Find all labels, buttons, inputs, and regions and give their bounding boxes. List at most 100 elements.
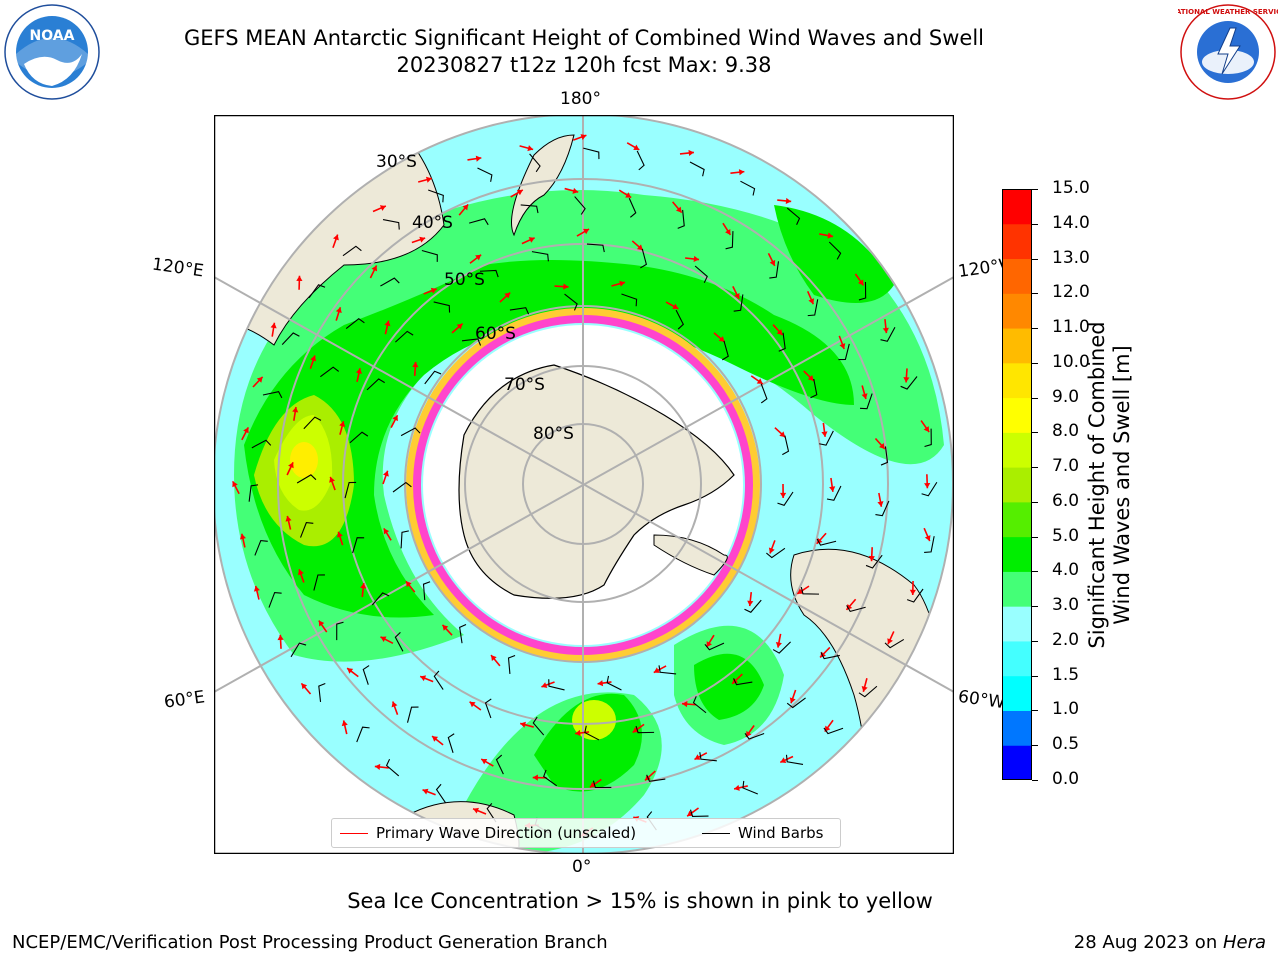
wave-arrow-head: [887, 638, 893, 645]
colorbar-cell: [1002, 606, 1032, 642]
lat-label-80s: 80°S: [533, 424, 574, 444]
colorbar-tick-label: 11.0: [1052, 317, 1090, 338]
wind-barb: [721, 340, 729, 361]
colorbar-tick-label: 12.0: [1052, 282, 1090, 303]
wave-arrow-head: [903, 377, 910, 383]
wind-barb: [362, 665, 370, 685]
wind-barb: [880, 326, 896, 342]
wave-arrow-head: [318, 620, 325, 627]
wave-arrow-head: [909, 589, 916, 595]
wind-barb: [777, 491, 794, 506]
colorbar-tick-label: 14.0: [1052, 212, 1090, 233]
wind-barb: [251, 439, 272, 449]
colorbar-title-line1: Significant Height of Combined: [1085, 321, 1109, 649]
wind-barb: [344, 481, 357, 499]
legend-red-line-icon: [340, 833, 368, 834]
wave-arrow-head: [520, 721, 526, 728]
wind-barb: [635, 725, 655, 734]
colorbar-tick-mark: [1032, 780, 1038, 781]
wave-arrow-head: [808, 298, 815, 305]
colorbar-cell: [1002, 467, 1032, 503]
colorbar-tick-mark: [1032, 640, 1038, 642]
wave-arrow-head: [572, 187, 579, 194]
wave-arrow-head: [341, 720, 348, 727]
noaa-logo-text: NOAA: [30, 28, 75, 44]
wave-arrow-head: [725, 228, 731, 235]
wind-barb: [296, 474, 317, 484]
wind-barb: [858, 281, 867, 301]
wind-barb: [345, 317, 365, 330]
wind-barb: [428, 189, 444, 203]
colorbar-tick-label: 15.0: [1052, 178, 1090, 198]
wind-barb: [477, 167, 493, 182]
wave-arrow-head: [232, 481, 238, 488]
wave-arrow-head: [528, 237, 535, 243]
colorbar: [1002, 189, 1032, 780]
wave-arrow-head: [301, 683, 308, 690]
wind-barb: [385, 758, 400, 777]
wind-barb: [782, 435, 790, 456]
wave-arrow-head: [527, 145, 534, 152]
wind-barb: [469, 218, 489, 226]
wind-barb: [807, 299, 819, 317]
colorbar-title-line2: Wind Waves and Swell [m]: [1110, 345, 1134, 625]
wind-barb: [740, 180, 756, 196]
wave-arrow-head: [336, 531, 343, 538]
wind-barb: [694, 265, 708, 284]
wind-barb: [422, 581, 431, 601]
wave-arrow-head: [821, 431, 828, 437]
wave-arrow-head: [391, 701, 398, 708]
wave-arrow-head: [827, 232, 834, 239]
colorbar-tick-mark: [1032, 745, 1038, 747]
legend-black-line-icon: [702, 833, 730, 834]
colorbar-cell: [1002, 675, 1032, 711]
wind-barb: [744, 599, 762, 613]
wind-barb: [838, 343, 850, 361]
colorbar-tick-label: 1.0: [1052, 699, 1080, 720]
wind-barb: [880, 446, 889, 466]
wave-arrow-head: [422, 788, 429, 795]
wave-arrow-head: [789, 697, 796, 704]
wave-arrow-head: [882, 327, 889, 334]
wind-barb: [406, 706, 419, 723]
wind-barb: [574, 196, 586, 215]
wind-barb: [742, 780, 758, 795]
colorbar-tick-label: 3.0: [1052, 595, 1080, 616]
lat-label-40s: 40°S: [412, 213, 453, 233]
wind-barb: [646, 774, 666, 782]
wave-arrow-head: [675, 206, 682, 213]
wind-barb: [421, 249, 438, 262]
wave-arrow-head: [633, 144, 640, 150]
map-legend: Primary Wave Direction (unscaled) Wind B…: [331, 818, 841, 848]
wind-barb: [583, 147, 600, 160]
wave-arrow-head: [747, 600, 754, 607]
wind-barb: [395, 330, 414, 343]
wind-barb: [400, 427, 421, 437]
wind-barb: [479, 269, 499, 278]
wind-barb: [394, 631, 404, 652]
wind-barb: [592, 780, 612, 789]
wave-arrow-head: [475, 254, 482, 261]
wind-barb: [531, 251, 549, 262]
wind-barb: [820, 652, 840, 660]
colorbar-cell: [1002, 640, 1032, 677]
legend-wind-barbs-label: Wind Barbs: [738, 824, 824, 842]
wind-barb: [606, 675, 622, 691]
wave-arrow-head: [270, 322, 277, 329]
wave-arrow-head: [769, 259, 776, 266]
wave-arrow-head: [780, 757, 787, 763]
wave-arrow-head: [504, 292, 511, 299]
wave-arrow-head: [877, 501, 884, 507]
wind-barb: [900, 376, 918, 390]
wave-arrow-head: [682, 701, 688, 708]
wave-arrow-head: [383, 528, 390, 535]
colorbar-cell: [1002, 397, 1032, 433]
wind-barb: [810, 378, 818, 399]
colorbar-tick-mark: [1032, 571, 1038, 573]
lat-label-50s: 50°S: [444, 270, 485, 290]
wave-arrow-head: [734, 784, 740, 791]
wind-barb: [303, 416, 322, 430]
wave-arrow-head: [738, 169, 745, 176]
wave-arrow-head: [780, 492, 787, 498]
wave-arrow-head: [694, 754, 701, 760]
